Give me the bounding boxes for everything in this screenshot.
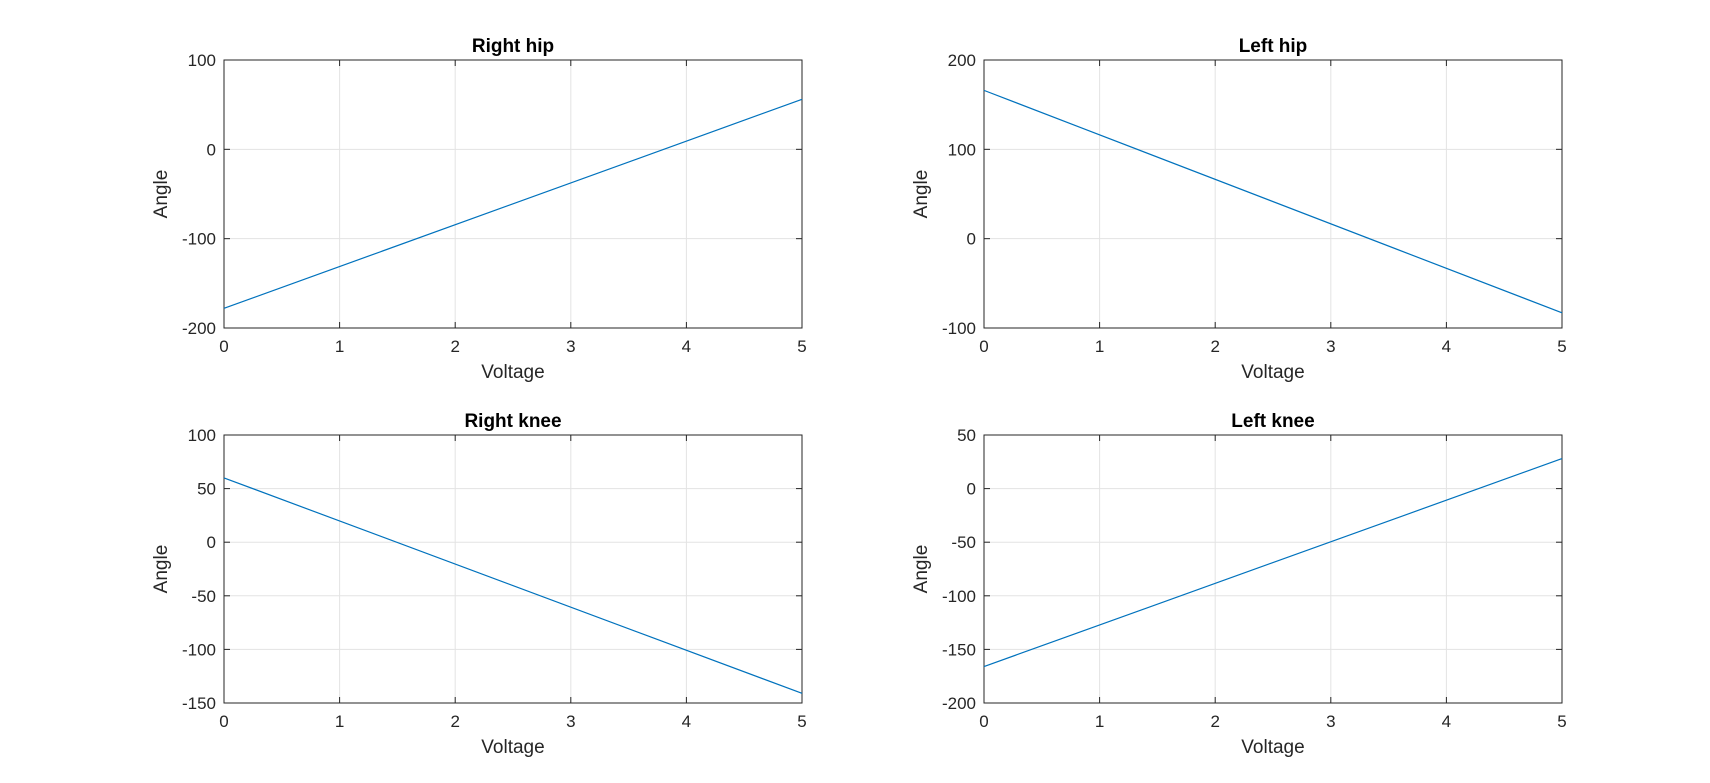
x-tick-label: 4 (682, 712, 691, 731)
chart-title: Right knee (464, 411, 561, 432)
chart-panel-3: 0 1 2 3 4 5 -150 -100 -50 0 50 100 Right knee Voltage… (151, 411, 807, 758)
chart-title: Right hip (472, 36, 554, 57)
series-line-1 (223, 98, 803, 309)
y-tick-label: -100 (942, 319, 976, 338)
x-tick-label: 5 (1557, 712, 1566, 731)
x-tick-label: 3 (1326, 712, 1335, 731)
y-tick-label: 50 (197, 480, 216, 499)
y-tick-label: 50 (957, 426, 976, 445)
series-line-1 (983, 89, 1563, 314)
x-tick-label: 0 (979, 337, 988, 356)
chart-panel-4: 0 1 2 3 4 5 -200 -150 -100 -50 0 50 Left knee Voltage… (911, 411, 1567, 758)
x-tick-label: 0 (979, 712, 988, 731)
y-tick-label: 100 (948, 140, 976, 159)
x-axis-label: Voltage (1241, 362, 1304, 383)
x-tick-label: 2 (450, 712, 459, 731)
series-line-1 (983, 458, 1563, 668)
y-tick-label: 0 (207, 140, 216, 159)
x-tick-label: 3 (566, 337, 575, 356)
chart-title: Left hip (1239, 36, 1308, 57)
x-tick-label: 5 (797, 712, 806, 731)
y-tick-label: -150 (182, 694, 216, 713)
x-axis-label: Voltage (1241, 737, 1304, 758)
x-axis-label: Voltage (481, 737, 544, 758)
y-tick-label: -100 (182, 640, 216, 659)
plot-area (224, 60, 802, 328)
x-tick-label: 3 (1326, 337, 1335, 356)
x-tick-label: 0 (219, 337, 228, 356)
x-tick-label: 2 (450, 337, 459, 356)
x-tick-label: 3 (566, 712, 575, 731)
plot-area (984, 435, 1562, 703)
plot-area (224, 435, 802, 703)
y-axis-label: Angle (911, 545, 932, 594)
x-tick-label: 0 (219, 712, 228, 731)
y-tick-label: -200 (182, 319, 216, 338)
axes-box (983, 59, 1563, 329)
x-tick-label: 2 (1210, 337, 1219, 356)
y-axis-label: Angle (151, 545, 172, 594)
x-tick-label: 1 (335, 712, 344, 731)
y-tick-label: -150 (942, 640, 976, 659)
x-tick-label: 1 (335, 337, 344, 356)
y-tick-label: -200 (942, 694, 976, 713)
axes-box (223, 434, 803, 704)
x-axis-label: Voltage (481, 362, 544, 383)
y-tick-label: 200 (948, 51, 976, 70)
y-tick-label: 100 (188, 51, 216, 70)
axes-box (223, 59, 803, 329)
plot-area (984, 60, 1562, 328)
y-axis-label: Angle (151, 170, 172, 219)
y-tick-label: -50 (191, 587, 216, 606)
x-tick-label: 1 (1095, 712, 1104, 731)
x-tick-label: 4 (1442, 337, 1451, 356)
y-tick-label: 0 (207, 533, 216, 552)
y-axis-label: Angle (911, 170, 932, 219)
axes-box (983, 434, 1563, 704)
x-tick-label: 4 (682, 337, 691, 356)
x-tick-label: 1 (1095, 337, 1104, 356)
x-tick-label: 4 (1442, 712, 1451, 731)
series-line-1 (223, 477, 803, 694)
y-tick-label: -50 (951, 533, 976, 552)
x-tick-label: 5 (797, 337, 806, 356)
y-tick-label: 0 (967, 480, 976, 499)
chart-title: Left knee (1231, 411, 1314, 432)
y-tick-label: 100 (188, 426, 216, 445)
x-tick-label: 2 (1210, 712, 1219, 731)
y-tick-label: -100 (182, 230, 216, 249)
y-tick-label: -100 (942, 587, 976, 606)
x-tick-label: 5 (1557, 337, 1566, 356)
chart-panel-1: 0 1 2 3 4 5 -200 -100 0 100 Right hip Voltage Angle (151, 36, 807, 383)
y-tick-label: 0 (967, 230, 976, 249)
